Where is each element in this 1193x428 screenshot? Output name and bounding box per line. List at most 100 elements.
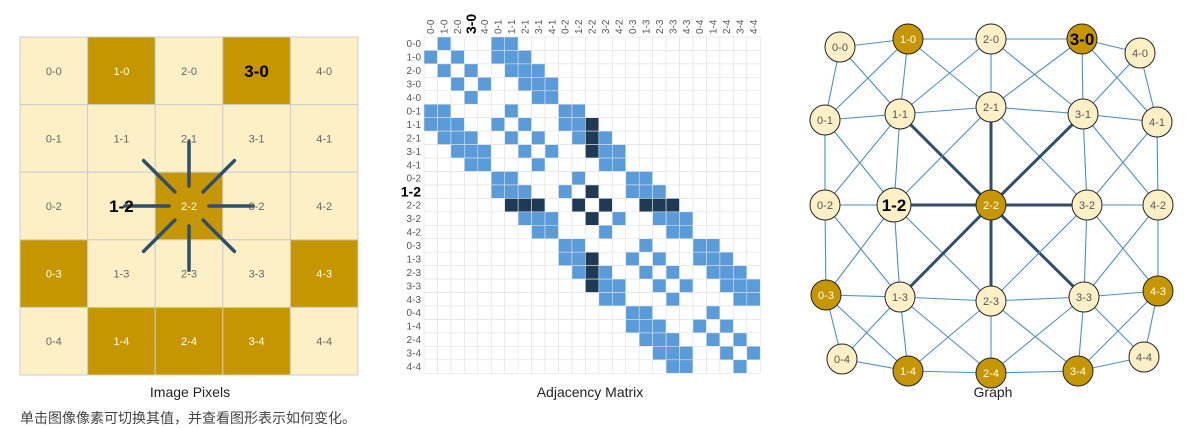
pixel-cell-4-2[interactable] bbox=[289, 171, 359, 241]
graph-node-4-2[interactable] bbox=[1142, 189, 1174, 221]
matrix-cell-4-0-3-3 bbox=[665, 90, 680, 105]
matrix-cell-4-1-3-2 bbox=[598, 157, 613, 172]
matrix-cell-4-4-0-0 bbox=[423, 359, 438, 374]
matrix-cell-3-2-1-1 bbox=[504, 211, 519, 226]
matrix-cell-2-0-1-2 bbox=[571, 63, 586, 78]
matrix-cell-3-2-2-3 bbox=[652, 211, 667, 226]
matrix-cell-1-2-0-4 bbox=[692, 184, 707, 199]
graph-node-3-0[interactable] bbox=[1066, 23, 1098, 55]
graph-node-2-1[interactable] bbox=[975, 91, 1007, 123]
matrix-cell-1-1-0-0 bbox=[423, 117, 438, 132]
adjacency-matrix-panel: 0-01-02-03-04-00-11-12-13-14-10-21-22-23… bbox=[401, 14, 761, 374]
graph-node-4-4[interactable] bbox=[1128, 341, 1160, 373]
matrix-cell-0-1-0-3 bbox=[625, 103, 640, 118]
graph-node-4-3[interactable] bbox=[1142, 275, 1174, 307]
matrix-cell-1-3-0-4 bbox=[692, 251, 707, 266]
graph-node-label-2-2: 2-2 bbox=[983, 200, 999, 212]
graph-node-1-1[interactable] bbox=[884, 98, 916, 130]
graph-edge-1-1-2-2 bbox=[898, 112, 993, 207]
matrix-cell-3-2-0-3 bbox=[625, 211, 640, 226]
matrix-cell-1-0-2-1 bbox=[517, 50, 532, 65]
matrix-cell-1-1-4-4 bbox=[746, 117, 761, 132]
graph-node-2-0[interactable] bbox=[975, 23, 1007, 55]
matrix-cell-2-3-3-2 bbox=[598, 265, 613, 280]
matrix-cell-2-1-3-2 bbox=[598, 130, 613, 145]
matrix-cell-2-2-3-0 bbox=[464, 198, 479, 213]
pixel-cell-0-1[interactable] bbox=[19, 104, 89, 173]
matrix-col-label-3-3: 3-3 bbox=[668, 19, 679, 34]
graph-node-label-1-1: 1-1 bbox=[892, 109, 908, 121]
matrix-cell-0-2-0-2 bbox=[558, 171, 573, 186]
matrix-cell-3-1-2-3 bbox=[652, 144, 667, 159]
matrix-cell-1-3-4-0 bbox=[477, 251, 492, 266]
pixel-cell-2-4[interactable] bbox=[154, 306, 224, 376]
matrix-cell-3-3-3-4 bbox=[733, 278, 748, 293]
graph-node-0-3[interactable] bbox=[810, 279, 842, 311]
matrix-cell-2-3-2-1 bbox=[517, 265, 532, 280]
graph-node-0-1[interactable] bbox=[809, 104, 841, 136]
matrix-cell-3-3-2-2 bbox=[585, 278, 600, 293]
matrix-cell-0-1-1-3 bbox=[638, 103, 653, 118]
graph-node-4-1[interactable] bbox=[1141, 106, 1173, 138]
pixel-cell-4-3[interactable] bbox=[289, 239, 359, 308]
matrix-cell-3-0-3-3 bbox=[665, 77, 680, 92]
matrix-cell-2-4-4-2 bbox=[611, 332, 627, 347]
matrix-cell-4-3-4-1 bbox=[544, 292, 559, 307]
graph-node-1-2[interactable] bbox=[876, 187, 912, 223]
matrix-cell-1-2-3-1 bbox=[531, 184, 546, 199]
matrix-cell-4-4-2-4 bbox=[719, 359, 734, 374]
graph-node-4-0[interactable] bbox=[1124, 37, 1156, 69]
graph-node-1-4[interactable] bbox=[892, 355, 924, 387]
graph-node-3-3[interactable] bbox=[1068, 281, 1100, 313]
matrix-cell-4-0-3-4 bbox=[733, 90, 748, 105]
graph-node-1-3[interactable] bbox=[884, 281, 916, 313]
matrix-cell-4-1-2-1 bbox=[517, 157, 532, 172]
graph-node-0-0[interactable] bbox=[824, 31, 856, 63]
graph-node-2-2[interactable] bbox=[975, 189, 1007, 221]
matrix-cell-1-4-4-1 bbox=[544, 319, 559, 334]
pixel-cell-4-4[interactable] bbox=[289, 306, 359, 376]
matrix-cell-2-4-4-0 bbox=[477, 332, 492, 347]
matrix-cell-3-4-1-1 bbox=[504, 346, 519, 361]
matrix-cell-0-0-2-3 bbox=[652, 36, 667, 51]
matrix-cell-1-1-4-1 bbox=[544, 117, 559, 132]
graph-node-0-4[interactable] bbox=[826, 343, 858, 375]
pixel-cell-4-1[interactable] bbox=[289, 104, 359, 173]
matrix-cell-2-3-4-3 bbox=[679, 265, 694, 280]
matrix-cell-3-4-3-0 bbox=[464, 346, 479, 361]
graph-node-1-0[interactable] bbox=[892, 23, 924, 55]
matrix-col-label-4-0: 4-0 bbox=[480, 19, 491, 34]
matrix-cell-0-2-0-0 bbox=[423, 171, 438, 186]
pixel-cell-1-0[interactable] bbox=[87, 36, 156, 106]
matrix-cell-2-0-4-3 bbox=[679, 63, 694, 78]
pixel-cell-2-0[interactable] bbox=[154, 36, 224, 106]
matrix-cell-3-0-1-3 bbox=[638, 77, 653, 92]
pixel-cell-3-0[interactable] bbox=[222, 36, 291, 106]
matrix-cell-4-2-3-2 bbox=[598, 225, 613, 240]
matrix-cell-4-0-4-1 bbox=[544, 90, 559, 105]
pixel-cell-0-4[interactable] bbox=[19, 306, 89, 376]
pixel-cell-0-3[interactable] bbox=[19, 239, 89, 308]
figure-canvas: 0-0 1-0 2-0 3-0 4-00-1 1-1 2-1 3-1 4-10-2 1-2 2-2 3… bbox=[19, 14, 1174, 389]
matrix-cell-3-1-4-3 bbox=[679, 144, 694, 159]
pixel-label-0-1: 0-1 bbox=[46, 133, 62, 145]
matrix-cell-2-2-1-3 bbox=[638, 198, 653, 213]
graph-node-0-2[interactable] bbox=[809, 189, 841, 221]
graph-node-3-2[interactable] bbox=[1071, 189, 1103, 221]
matrix-cell-4-0-1-3 bbox=[638, 90, 653, 105]
graph-node-2-3[interactable] bbox=[975, 285, 1007, 317]
matrix-cell-4-0-2-4 bbox=[719, 90, 734, 105]
matrix-cell-0-3-0-1 bbox=[490, 238, 505, 253]
matrix-cell-1-0-4-4 bbox=[746, 50, 761, 65]
graph-node-3-1[interactable] bbox=[1067, 98, 1099, 130]
matrix-cell-0-1-2-3 bbox=[652, 103, 667, 118]
pixel-cell-1-4[interactable] bbox=[87, 306, 156, 376]
matrix-cell-1-4-2-0 bbox=[450, 319, 465, 334]
graph-node-3-4[interactable] bbox=[1062, 355, 1094, 387]
matrix-cell-0-0-4-1 bbox=[544, 36, 559, 51]
graph-node-2-4[interactable] bbox=[975, 357, 1007, 389]
pixel-cell-0-0[interactable] bbox=[19, 36, 89, 106]
matrix-cell-4-4-0-2 bbox=[558, 359, 573, 374]
matrix-cell-1-2-1-2 bbox=[571, 184, 586, 199]
matrix-cell-0-3-2-0 bbox=[450, 238, 465, 253]
